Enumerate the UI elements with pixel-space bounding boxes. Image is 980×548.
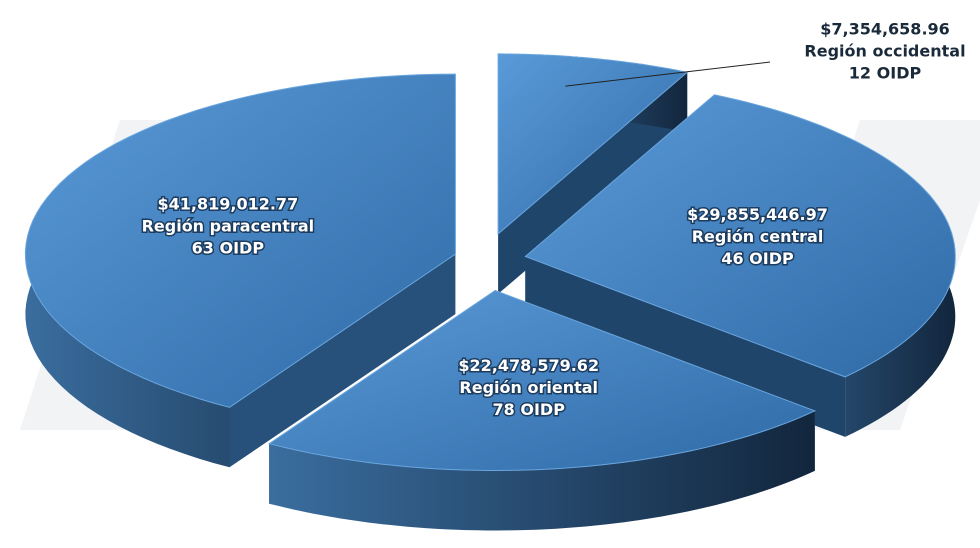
slice-wall <box>229 254 456 468</box>
slice-top <box>497 53 689 235</box>
count-label: 46 OIDP <box>721 249 794 268</box>
slice-top <box>24 73 456 408</box>
value-label: $22,478,579.62 <box>458 356 599 375</box>
slice-side <box>269 410 815 531</box>
slice <box>497 53 689 294</box>
count-label: 12 OIDP <box>849 64 922 83</box>
slice-wall <box>498 72 688 294</box>
value-label: $41,819,012.77 <box>158 195 299 214</box>
count-label: 63 OIDP <box>192 239 265 258</box>
category-label: Región occidental <box>804 42 965 61</box>
count-label: 78 OIDP <box>493 400 566 419</box>
category-label: Región paracentral <box>142 217 315 236</box>
slice <box>267 289 817 531</box>
value-label: $7,354,658.96 <box>820 20 950 39</box>
category-label: Región central <box>692 227 824 246</box>
leader-line <box>565 61 771 87</box>
category-label: Región oriental <box>459 378 598 397</box>
slice-top <box>267 289 817 471</box>
value-label: $29,855,446.97 <box>687 205 828 224</box>
slice <box>24 73 456 468</box>
slice-top <box>524 94 956 378</box>
